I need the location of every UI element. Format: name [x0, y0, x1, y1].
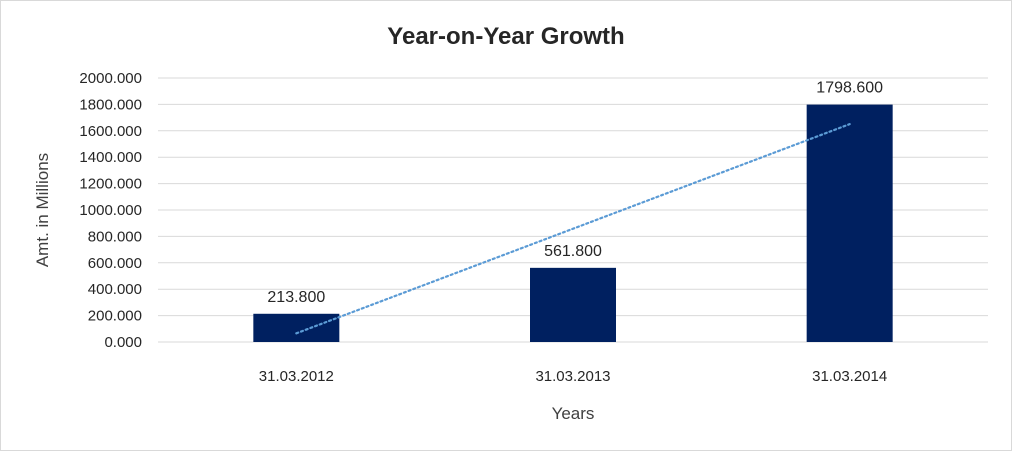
data-label: 561.800 [544, 243, 602, 260]
x-axis-label: Years [552, 404, 595, 423]
chart-title: Year-on-Year Growth [387, 23, 624, 50]
y-tick-label: 2000.000 [79, 70, 142, 87]
y-tick-label: 400.000 [88, 281, 142, 298]
y-tick-label: 1000.000 [79, 202, 142, 219]
bar [530, 267, 616, 342]
data-label: 213.800 [267, 289, 325, 306]
y-axis-label: Amt. in Millions [33, 153, 52, 267]
bar [253, 313, 340, 342]
y-tick-label: 600.000 [88, 255, 142, 272]
bars [253, 104, 893, 342]
y-tick-label: 1600.000 [79, 123, 142, 140]
y-axis-ticks: 0.000 200.000 400.000 600.000 800.000 1000.00… [79, 70, 142, 351]
trendline-group [295, 123, 851, 335]
y-tick-label: 1400.000 [79, 149, 142, 166]
y-tick-label: 800.000 [88, 228, 142, 245]
y-tick-label: 0.000 [104, 334, 142, 351]
trendline [295, 123, 851, 335]
data-labels: 213.800 561.800 1798.600 [267, 80, 883, 306]
x-tick-label: 31.03.2013 [535, 368, 610, 385]
y-tick-label: 1800.000 [79, 96, 142, 113]
data-label: 1798.600 [816, 80, 883, 97]
bar [806, 104, 893, 342]
y-tick-label: 200.000 [88, 308, 142, 325]
x-tick-label: 31.03.2014 [812, 368, 887, 385]
x-tick-label: 31.03.2012 [259, 368, 334, 385]
y-tick-label: 1200.000 [79, 176, 142, 193]
x-axis-ticks: 31.03.2012 31.03.2013 31.03.2014 [259, 368, 887, 385]
